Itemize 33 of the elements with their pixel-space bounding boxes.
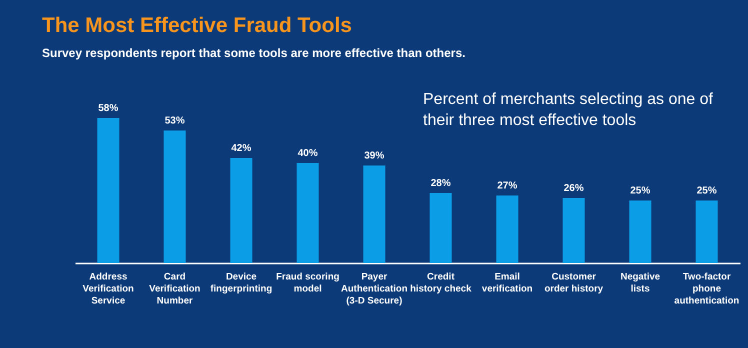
data-label: 28% xyxy=(430,178,451,189)
data-label: 27% xyxy=(497,180,518,192)
x-tick-label: Payer Authentication (3-D Secure) xyxy=(341,272,408,306)
data-label: 40% xyxy=(298,148,318,159)
data-label: 25% xyxy=(696,186,717,196)
bar xyxy=(696,200,718,263)
x-tick-label: Email verification xyxy=(482,272,533,294)
bar xyxy=(629,200,652,263)
bar xyxy=(496,196,518,263)
bar xyxy=(164,130,186,263)
data-label: 58% xyxy=(98,103,118,114)
x-tick-label: Two-factor phone authentication xyxy=(674,272,740,306)
x-tick-label: Customer order history xyxy=(544,272,604,294)
bar xyxy=(296,163,319,263)
x-tick-label: Card Verification Number xyxy=(149,272,201,306)
x-tick-label: Negative lists xyxy=(620,272,660,294)
bar xyxy=(97,118,120,263)
bar xyxy=(230,158,252,263)
data-label: 53% xyxy=(164,116,185,126)
chart-title: The Most Effective Fraud Tools xyxy=(42,14,352,37)
bar xyxy=(562,198,585,263)
x-tick-label: Address Verification Service xyxy=(82,272,134,306)
data-label: 25% xyxy=(630,186,650,196)
x-tick-label: Fraud scoring model xyxy=(276,272,340,294)
data-label: 26% xyxy=(564,183,584,194)
chart-subtitle: Survey respondents report that some tools are more effective than others. xyxy=(42,46,466,60)
x-tick-label: Credit history check xyxy=(410,272,472,294)
annotation: Percent of merchants selecting as one of their three most effective tools xyxy=(423,91,714,129)
bar xyxy=(430,193,452,263)
data-label: 42% xyxy=(231,143,252,154)
x-tick-label: Device fingerprinting xyxy=(210,272,272,294)
data-label: 39% xyxy=(364,150,384,162)
bar xyxy=(363,166,386,263)
